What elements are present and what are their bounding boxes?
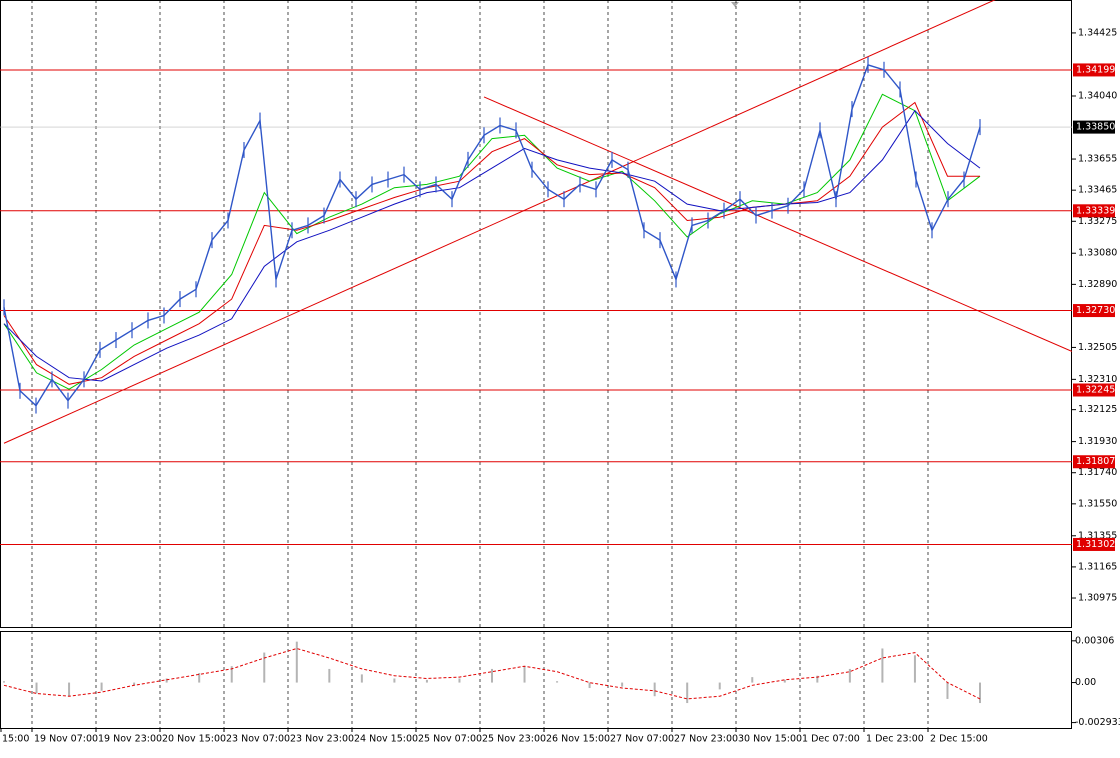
oscillator-signal xyxy=(3,647,981,700)
oscillator-bar xyxy=(3,681,5,683)
oscillator-plot xyxy=(3,631,981,728)
oscillator-bar xyxy=(35,682,38,694)
level-label-box xyxy=(1073,63,1115,77)
moving-average xyxy=(3,93,981,390)
shift-marker xyxy=(731,2,739,7)
oscillator-bar xyxy=(881,648,884,683)
x-tick-label: 15:00 xyxy=(2,734,29,745)
y-tick-label: 0.00306 xyxy=(1075,635,1114,646)
trendline xyxy=(3,0,996,444)
y-tick-label: 1.32505 xyxy=(1078,342,1117,353)
y-tick-label: 1.31930 xyxy=(1078,436,1117,447)
y-tick-label: 1.34040 xyxy=(1078,90,1117,101)
oscillator-bar xyxy=(783,679,786,683)
oscillator-bar xyxy=(588,682,591,689)
y-tick-label: -0.002933 xyxy=(1075,717,1120,728)
oscillator-bar xyxy=(751,677,754,683)
x-tick-label: 30 Nov 15:00 xyxy=(738,734,802,745)
oscillator-bar xyxy=(263,652,266,683)
level-label: 1.32730 xyxy=(1076,305,1115,316)
oscillator-bar xyxy=(556,681,559,683)
x-tick-label: 20 Nov 15:00 xyxy=(162,734,226,745)
y-tick-label: 1.31165 xyxy=(1078,561,1117,572)
oscillator-bar xyxy=(165,678,168,683)
level-label: 1.33339 xyxy=(1076,205,1115,216)
x-tick-label: 26 Nov 15:00 xyxy=(546,734,610,745)
y-tick-label: 1.31740 xyxy=(1078,467,1117,478)
oscillator-bar xyxy=(458,678,461,683)
y-tick-label: 1.32890 xyxy=(1078,279,1117,290)
x-tick-label: 23 Nov 07:00 xyxy=(226,734,290,745)
x-tick-label: 25 Nov 07:00 xyxy=(418,734,482,745)
oscillator-bar xyxy=(425,679,428,683)
y-tick-label: 1.32125 xyxy=(1078,404,1117,415)
x-tick-label: 24 Nov 15:00 xyxy=(354,734,418,745)
x-tick-label: 1 Dec 23:00 xyxy=(866,734,924,745)
y-tick-label: 1.34425 xyxy=(1078,27,1117,38)
y-tick-label: 0.00 xyxy=(1075,677,1096,688)
oscillator-bar xyxy=(393,678,396,683)
level-label-box xyxy=(1073,304,1115,318)
oscillator-bar xyxy=(816,675,819,683)
moving-average xyxy=(3,101,980,385)
oscillator-bar xyxy=(718,682,721,690)
main-plot xyxy=(0,0,1072,628)
oscillator-bar xyxy=(295,641,298,683)
x-tick-label: 27 Nov 07:00 xyxy=(610,734,674,745)
oscillator-bar xyxy=(848,668,851,683)
oscillator-bar xyxy=(653,682,656,697)
oscillator-frame xyxy=(0,631,1072,729)
moving-average xyxy=(3,109,981,382)
level-label: 1.31302 xyxy=(1076,539,1115,550)
level-label: 1.31807 xyxy=(1076,456,1115,467)
level-label-box xyxy=(1073,204,1115,218)
oscillator-bar xyxy=(686,682,689,704)
y-tick-label: 1.31550 xyxy=(1078,498,1117,509)
y-tick-label: 1.30975 xyxy=(1078,593,1117,604)
current-price-label: 1.33850 xyxy=(1076,122,1115,133)
oscillator-bar xyxy=(979,682,981,704)
oscillator-bar xyxy=(913,655,916,683)
oscillator-bar xyxy=(946,682,949,699)
axes: 15:00 19 Nov 07:00 19 Nov 23:00 20 Nov 15:0… xyxy=(0,27,1120,745)
current-price-box xyxy=(1073,120,1115,134)
oscillator-bar xyxy=(523,666,526,683)
oscillator-bar xyxy=(68,682,71,697)
oscillator-bar xyxy=(133,682,136,686)
level-label-box xyxy=(1073,537,1115,551)
oscillator-bar xyxy=(328,668,331,683)
y-tick-label: 1.33275 xyxy=(1078,216,1117,227)
main-frame xyxy=(0,0,1072,628)
x-tick-label: 1 Dec 07:00 xyxy=(802,734,860,745)
x-tick-label: 25 Nov 23:00 xyxy=(482,734,546,745)
x-tick-label: 19 Nov 23:00 xyxy=(98,734,162,745)
level-label: 1.32245 xyxy=(1076,385,1115,396)
trendline xyxy=(483,96,1072,352)
y-tick-label: 1.33080 xyxy=(1078,248,1117,259)
x-tick-label: 2 Dec 15:00 xyxy=(930,734,988,745)
oscillator-bar xyxy=(230,666,233,683)
level-label-box xyxy=(1073,383,1115,397)
y-tick-label: 1.33465 xyxy=(1078,185,1117,196)
price-line xyxy=(3,64,981,407)
x-tick-label: 19 Nov 07:00 xyxy=(34,734,98,745)
y-tick-label: 1.32310 xyxy=(1078,374,1117,385)
oscillator-bar xyxy=(198,673,201,683)
y-tick-label: 1.33655 xyxy=(1078,154,1117,165)
oscillator-bar xyxy=(100,682,103,691)
oscillator-bar xyxy=(360,674,363,683)
level-label-box xyxy=(1073,455,1115,469)
oscillator-bar xyxy=(491,668,493,683)
x-tick-label: 23 Nov 23:00 xyxy=(290,734,354,745)
y-tick-label: 1.31355 xyxy=(1078,530,1117,541)
level-label: 1.34199 xyxy=(1076,64,1115,75)
oscillator-bar xyxy=(621,682,624,687)
x-tick-label: 27 Nov 23:00 xyxy=(674,734,738,745)
